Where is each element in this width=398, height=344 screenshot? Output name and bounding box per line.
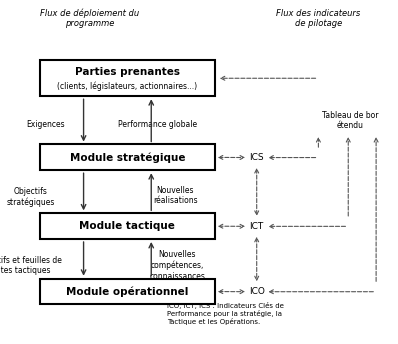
Text: ICO: ICO [249, 287, 265, 296]
FancyBboxPatch shape [40, 213, 215, 239]
Text: Flux de déploiement du
programme: Flux de déploiement du programme [40, 9, 139, 29]
Text: Objectifs et feuilles de
routes tactiques: Objectifs et feuilles de routes tactique… [0, 256, 62, 275]
Text: Tableau de bor
étendu: Tableau de bor étendu [322, 111, 378, 130]
Text: Exigences: Exigences [26, 120, 65, 129]
Text: Nouvelles
compétences,
connaissances: Nouvelles compétences, connaissances [149, 250, 205, 281]
Text: (clients, législateurs, actionnaires...): (clients, législateurs, actionnaires...) [57, 81, 197, 90]
FancyBboxPatch shape [40, 279, 215, 304]
FancyBboxPatch shape [40, 60, 215, 96]
Text: ICS: ICS [250, 153, 264, 162]
Text: ICO, ICT, ICS : Indicateurs Clés de
Performance pour la stratégie, la
Tactique e: ICO, ICT, ICS : Indicateurs Clés de Perf… [167, 302, 284, 325]
FancyBboxPatch shape [40, 144, 215, 170]
Text: Flux des indicateurs
de pilotage: Flux des indicateurs de pilotage [276, 9, 361, 28]
Text: Parties prenantes: Parties prenantes [75, 67, 180, 77]
Text: Module stratégique: Module stratégique [70, 152, 185, 163]
Text: ICT: ICT [250, 222, 264, 231]
Text: Objectifs
stratégiques: Objectifs stratégiques [7, 187, 55, 207]
Text: Module tactique: Module tactique [80, 221, 175, 231]
Text: Module opérationnel: Module opérationnel [66, 286, 189, 297]
Text: Nouvelles
réalisations: Nouvelles réalisations [153, 186, 197, 205]
Text: Performance globale: Performance globale [118, 120, 197, 129]
